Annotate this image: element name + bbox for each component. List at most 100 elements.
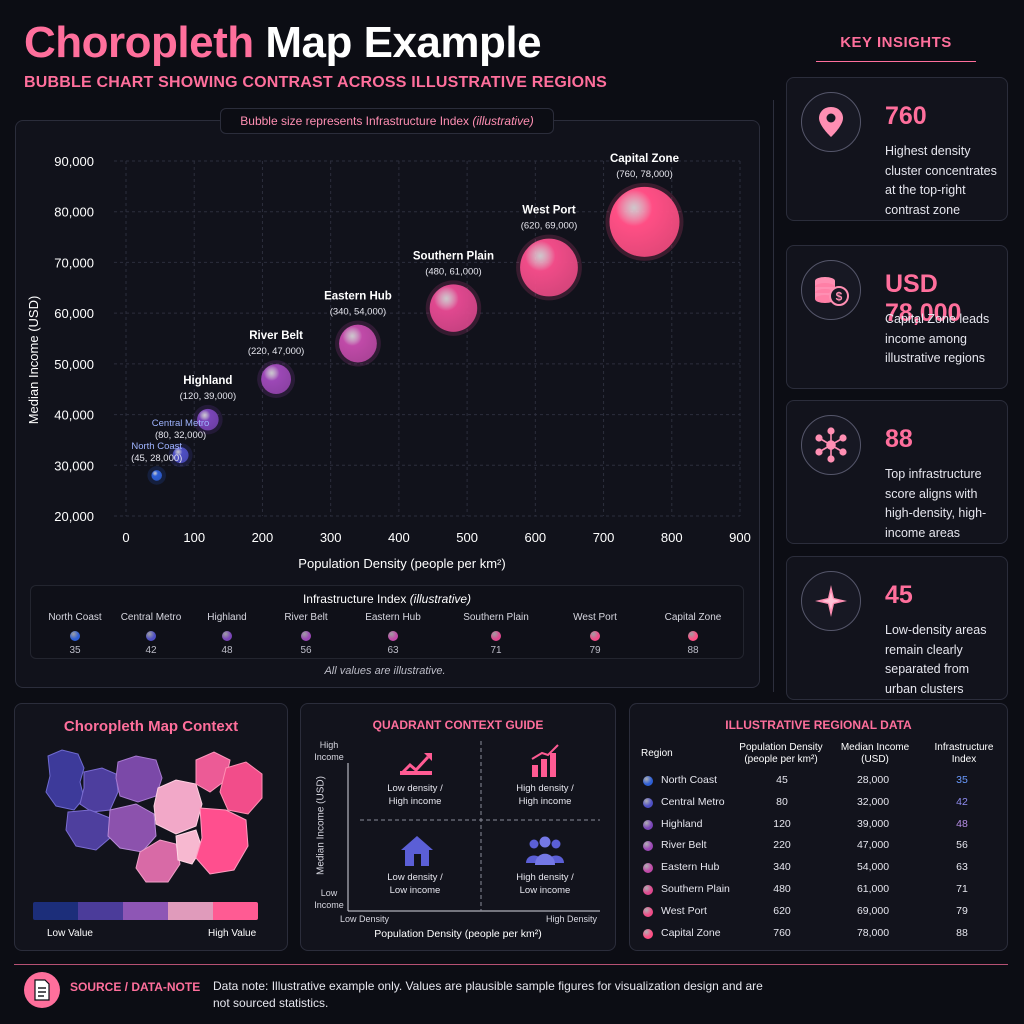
row-income: 54,000 — [856, 861, 890, 874]
row-color-dot — [643, 797, 653, 808]
bubble-eastern-hub — [339, 324, 377, 363]
legend-item-name: West Port — [573, 612, 617, 623]
bubble-name-label: Capital Zone — [610, 153, 679, 165]
row-density: 620 — [773, 904, 791, 917]
quadrant-y-high-label: High Income — [314, 740, 344, 762]
legend-item-name: North Coast — [48, 612, 102, 623]
y-axis-label: Median Income (USD) — [26, 296, 41, 425]
row-index: 48 — [956, 817, 968, 830]
bubble-name-label: River Belt — [249, 330, 303, 342]
bubble-name-label: Southern Plain — [413, 250, 494, 262]
x-tick-label: 600 — [524, 530, 546, 545]
page-title: Choropleth Map Example — [24, 18, 542, 68]
insight-value: 88 — [885, 425, 913, 453]
title-accent: Choropleth — [24, 18, 254, 67]
svg-text:$: $ — [836, 290, 843, 304]
scale-swatch — [213, 902, 258, 920]
row-region: Southern Plain — [661, 883, 730, 895]
source-note-text: Data note: Illustrative example only. Va… — [213, 979, 763, 1010]
row-density: 120 — [773, 817, 791, 830]
map-region — [65, 809, 111, 851]
row-index: 63 — [956, 861, 968, 874]
legend-item: Central Metro 42 — [106, 612, 196, 656]
y-tick-label: 40,000 — [54, 408, 94, 423]
row-income: 61,000 — [856, 883, 890, 895]
map-region — [219, 761, 263, 815]
y-tick-label: 80,000 — [54, 205, 94, 220]
network-hub-icon — [801, 415, 861, 475]
table-row: Central Metro 80 32,000 42 — [637, 793, 1002, 815]
insight-card-low-density: 45 Low-density areas remain clearly sepa… — [786, 556, 1008, 700]
insight-value: 45 — [885, 581, 913, 609]
bubble-chart: 0 100 200 300 400 500 600 700 800 900 20,000 30,000… — [26, 153, 751, 571]
legend-title: Infrastructure Index (illustrative) — [31, 592, 743, 606]
legend-item: Eastern Hub 63 — [348, 612, 438, 656]
legend-dot — [301, 631, 311, 641]
legend-item: Highland 48 — [182, 612, 272, 656]
table-row: River Belt 220 47,000 56 — [637, 836, 1002, 858]
quadrant-x-high-label: High Density — [546, 914, 598, 924]
legend-dot — [590, 631, 600, 641]
regional-data-table-panel: ILLUSTRATIVE REGIONAL DATA — [629, 703, 1008, 951]
row-income: 32,000 — [856, 795, 890, 808]
insight-text: Highest density cluster concentrates at … — [885, 144, 997, 217]
legend-dot — [388, 631, 398, 641]
insight-card-infrastructure: 88 Top infrastructure score aligns with … — [786, 400, 1008, 544]
bubble-value-label: (80, 32,000) — [155, 430, 206, 441]
legend-title-italic: (illustrative) — [409, 592, 472, 606]
legend-item: Capital Zone 88 — [648, 612, 738, 656]
row-income: 28,000 — [856, 774, 890, 786]
map-region — [45, 749, 85, 811]
map-region — [195, 807, 249, 875]
document-icon — [24, 972, 60, 1008]
quadrant-bottom-right-label: High density / Low income — [516, 872, 574, 896]
bubble-value-label: (45, 28,000) — [131, 453, 182, 464]
source-label: SOURCE / DATA-NOTE — [70, 980, 201, 994]
row-color-dot — [643, 928, 653, 939]
size-legend: Infrastructure Index (illustrative) Nort… — [30, 585, 744, 659]
bubble-capital-zone — [609, 186, 680, 257]
trend-up-icon — [400, 753, 432, 775]
table-title: ILLUSTRATIVE REGIONAL DATA — [725, 718, 912, 732]
legend-dot — [222, 631, 232, 641]
row-color-dot — [643, 885, 653, 895]
scale-high-label: High Value — [208, 928, 257, 939]
chart-data-labels: North Coast(45, 28,000) Central Metro(80,… — [131, 153, 679, 464]
quadrant-y-low-label: Low Income — [314, 888, 344, 910]
legend-item-value: 88 — [687, 645, 699, 656]
bubble-name-label: West Port — [522, 205, 576, 217]
coins-dollar-icon: $ — [801, 260, 861, 320]
quadrant-guide-panel: QUADRANT CONTEXT GUIDE — [300, 703, 616, 951]
x-tick-label: 900 — [729, 530, 751, 545]
bubble-name-label: North Coast — [131, 441, 182, 452]
row-region: West Port — [661, 904, 707, 917]
map-region — [79, 767, 119, 813]
bubble-name-label: Central Metro — [152, 418, 210, 429]
bubble-name-label: Highland — [183, 375, 232, 387]
row-income: 69,000 — [856, 904, 890, 917]
scale-swatch — [78, 902, 123, 920]
map-region — [153, 779, 203, 835]
legend-item-value: 35 — [69, 645, 81, 656]
legend-dot — [70, 631, 80, 641]
row-color-dot — [643, 841, 653, 852]
row-index: 42 — [956, 795, 968, 808]
bubble-north-coast — [151, 470, 162, 481]
bubble-value-label: (120, 39,000) — [180, 391, 237, 402]
row-density: 45 — [776, 774, 788, 786]
legend-title-text: Infrastructure Index — [302, 592, 410, 606]
table-row: Highland 120 39,000 48 — [637, 815, 1002, 837]
row-density: 220 — [773, 839, 791, 852]
row-color-dot — [643, 776, 653, 786]
scale-swatch — [33, 902, 78, 920]
map-region — [135, 839, 181, 883]
bubble-central-metro — [172, 447, 189, 464]
insight-text: Top infrastructure score aligns with hig… — [885, 467, 987, 540]
table-row: Southern Plain 480 61,000 71 — [637, 880, 1002, 902]
legend-item-value: 48 — [221, 645, 233, 656]
quadrant-top-right-label: High density / High income — [516, 783, 574, 807]
scale-swatch — [168, 902, 213, 920]
row-index: 56 — [956, 839, 968, 852]
x-tick-label: 300 — [320, 530, 342, 545]
legend-item-value: 71 — [490, 645, 502, 656]
